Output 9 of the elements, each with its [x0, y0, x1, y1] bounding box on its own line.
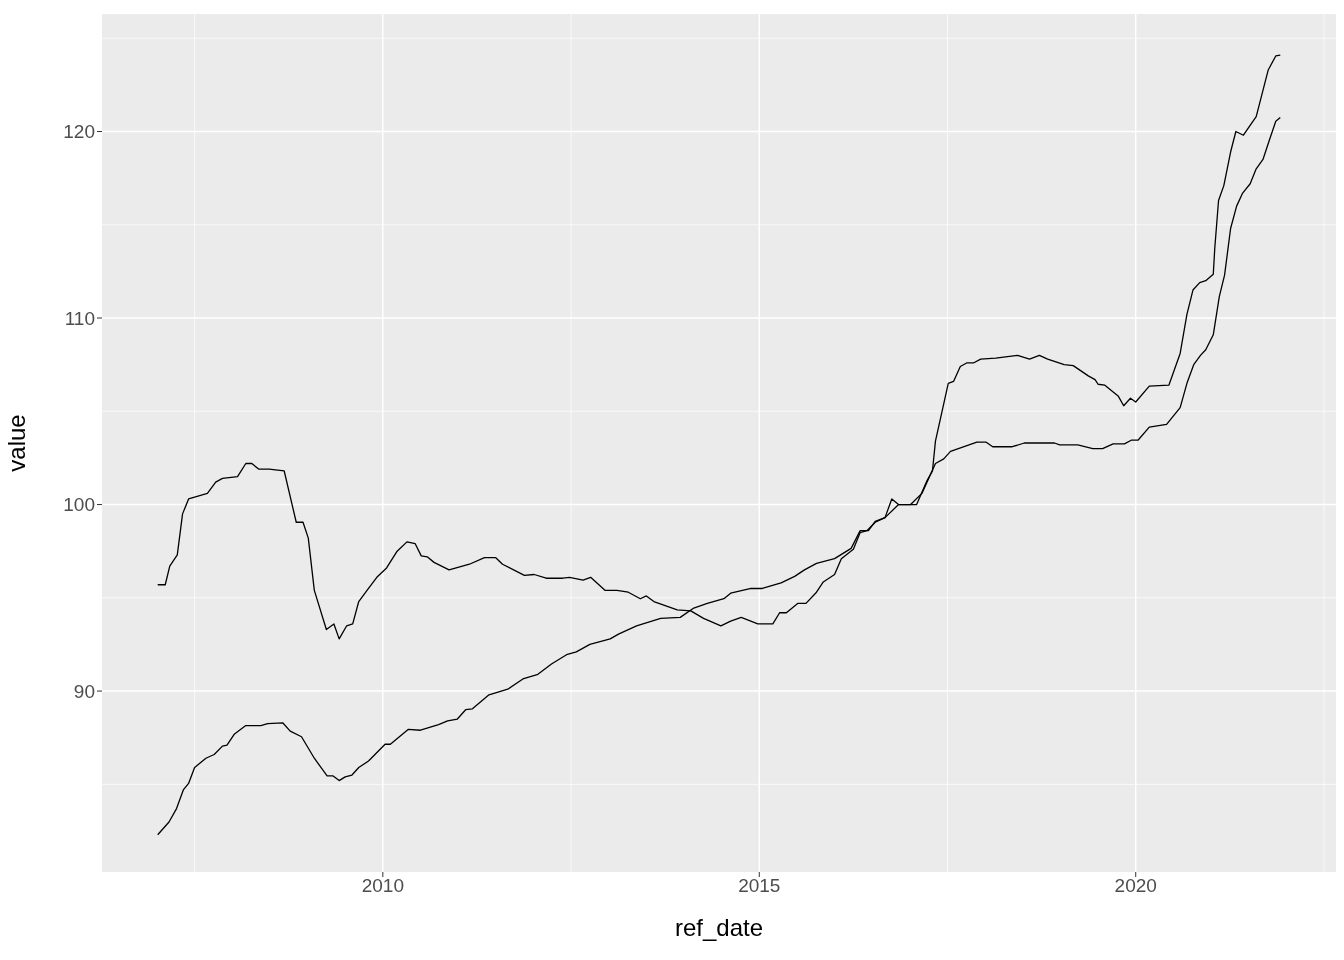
- x-tick-label: 2020: [1114, 875, 1157, 897]
- y-tick-label: 120: [63, 121, 95, 143]
- y-tick-label: 90: [73, 680, 95, 702]
- y-axis-title: value: [2, 414, 30, 472]
- x-tick-label: 2010: [361, 875, 404, 897]
- x-tick-label: 2015: [738, 875, 781, 897]
- y-tick-label: 110: [64, 307, 95, 329]
- y-tick-label: 100: [63, 494, 95, 516]
- x-axis-title: ref_date: [674, 914, 764, 941]
